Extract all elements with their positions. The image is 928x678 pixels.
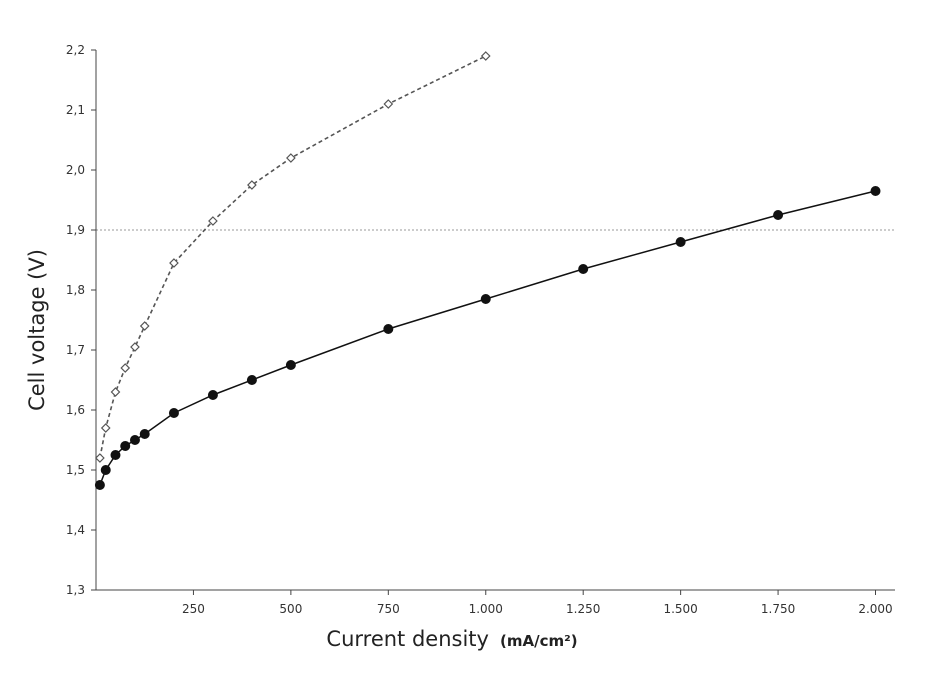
series-1-point bbox=[383, 99, 394, 109]
series-2-point bbox=[110, 450, 121, 460]
series-2-point bbox=[207, 390, 218, 400]
y-tick-label: 2,2 bbox=[66, 43, 85, 57]
series-1 bbox=[95, 51, 491, 463]
series-2-point bbox=[383, 324, 394, 334]
series-2 bbox=[94, 186, 881, 490]
x-tick-label: 750 bbox=[377, 602, 400, 616]
plot-area: 1,3 1,4 1,5 1,6 1,7 1,8 1,9 2,0 2,1 2,2 250 500 750… bbox=[66, 43, 895, 616]
y-tick-label: 1,8 bbox=[66, 283, 85, 297]
x-axis-ticks: 250 500 750 1.000 1.250 1.500 1.750 2.000 bbox=[182, 590, 893, 616]
x-tick-label: 1.250 bbox=[566, 602, 600, 616]
series-layer bbox=[94, 51, 881, 490]
x-axis-label: Current density (mA/cm²) bbox=[326, 627, 577, 651]
y-axis-ticks: 1,3 1,4 1,5 1,6 1,7 1,8 1,9 2,0 2,1 2,2 bbox=[66, 43, 96, 597]
y-tick-label: 1,5 bbox=[66, 463, 85, 477]
series-2-point bbox=[675, 237, 686, 247]
series-1-point bbox=[480, 51, 491, 61]
series-1-point bbox=[110, 387, 121, 397]
y-tick-label: 1,4 bbox=[66, 523, 85, 537]
series-1-point bbox=[139, 321, 150, 331]
series-2-point bbox=[870, 186, 881, 196]
x-axis-label-unit: (mA/cm²) bbox=[500, 632, 578, 650]
series-1-point bbox=[120, 363, 131, 373]
series-2-point bbox=[94, 480, 105, 490]
series-1-point bbox=[247, 180, 257, 190]
series-1-point bbox=[208, 216, 218, 226]
y-tick-label: 2,0 bbox=[66, 163, 85, 177]
x-tick-label: 500 bbox=[279, 602, 302, 616]
series-1-point bbox=[130, 342, 140, 352]
series-1-line bbox=[99, 55, 487, 459]
x-tick-label: 1.750 bbox=[761, 602, 795, 616]
y-tick-label: 2,1 bbox=[66, 103, 85, 117]
y-tick-label: 1,7 bbox=[66, 343, 85, 357]
x-tick-label: 1.500 bbox=[663, 602, 697, 616]
series-2-point bbox=[100, 465, 111, 475]
series-2-point bbox=[246, 375, 257, 385]
y-tick-label: 1,6 bbox=[66, 403, 85, 417]
series-2-point bbox=[168, 408, 179, 418]
series-2-point bbox=[285, 360, 296, 370]
series-2-point bbox=[129, 435, 140, 445]
x-tick-label: 2.000 bbox=[858, 602, 892, 616]
y-tick-label: 1,9 bbox=[66, 223, 85, 237]
x-axis-label-main: Current density bbox=[326, 627, 489, 651]
series-2-point bbox=[578, 264, 589, 274]
series-1-point bbox=[95, 453, 105, 463]
y-tick-label: 1,3 bbox=[66, 583, 85, 597]
series-1-point bbox=[100, 423, 111, 433]
series-1-point bbox=[286, 153, 296, 163]
series-1-point bbox=[169, 258, 179, 268]
series-2-point bbox=[773, 210, 784, 220]
series-2-point bbox=[139, 429, 150, 439]
x-tick-label: 250 bbox=[182, 602, 205, 616]
series-2-point bbox=[120, 441, 131, 451]
series-2-point bbox=[480, 294, 491, 304]
series-2-line bbox=[99, 190, 876, 486]
y-axis-label: Cell voltage (V) bbox=[25, 249, 49, 411]
x-tick-label: 1.000 bbox=[469, 602, 503, 616]
